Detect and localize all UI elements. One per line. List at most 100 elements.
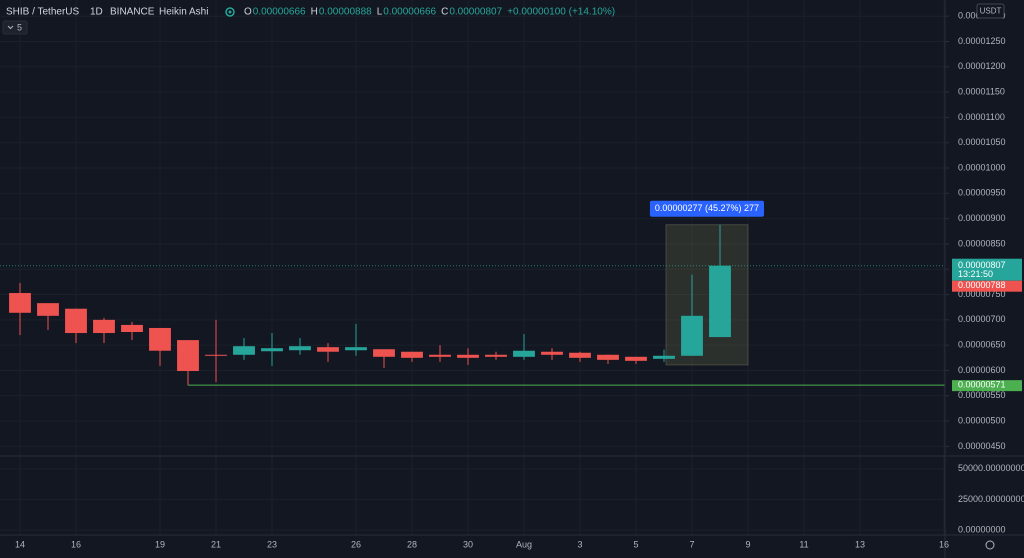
interval[interactable]: 1D [90,7,103,18]
x-tick-label: 23 [267,539,277,549]
candle-body [457,354,479,358]
volume-tick-label: 50000.00000000 [958,463,1024,473]
ohlc-key: L [377,7,383,18]
candle-body [121,324,143,333]
x-tick-label: Aug [516,539,532,549]
indicator-count: 5 [17,22,22,32]
x-tick-label: 3 [577,539,582,549]
candle-body [541,351,563,355]
header: SHIB / TetherUS 1D BINANCE Heikin Ashi O… [2,7,615,35]
currency: USDT [980,7,1002,16]
ohlc-value: 0.00000666 [383,7,436,18]
candle-body [261,348,283,352]
y-tick-label: 0.00001200 [958,61,1006,71]
candle-body [401,351,423,358]
candle-body [37,303,59,316]
measure-label: 0.00000277 (45.27%) 277 [655,203,759,213]
y-tick-label: 0.00000600 [958,365,1006,375]
y-tick-label: 0.00000700 [958,314,1006,324]
x-tick-label: 19 [155,539,165,549]
candle-body [233,346,255,355]
y-tick-label: 0.00000750 [958,289,1006,299]
x-tick-label: 13 [855,539,865,549]
x-tick-label: 7 [689,539,694,549]
candle-body [485,354,507,357]
y-tick-label: 0.00000450 [958,441,1006,451]
y-tick-label: 0.00000900 [958,213,1006,223]
measure-label-box [649,200,765,217]
candle-body [345,347,367,351]
x-tick-label: 11 [799,539,808,549]
candle-body [373,349,395,357]
candle-body [681,315,703,356]
chart-style: Heikin Ashi [159,7,208,18]
candle-body [93,319,115,334]
ohlc-key: O [244,7,252,18]
ohlc-key: H [311,7,318,18]
candle-body [597,354,619,360]
ohlc-legend: O 0.00000666 H 0.00000888 L 0.00000666 C 0.0000… [244,7,615,18]
ohlc-change: +0.00000100 (+14.10%) [507,7,615,18]
candle-body [9,293,31,313]
x-tick-label: 26 [351,539,361,549]
candle-body [709,265,731,338]
candle-body [65,308,87,334]
y-tick-label: 0.00000950 [958,188,1006,198]
candle-body [317,347,339,352]
support-label-box [952,380,1022,392]
volume-tick-label: 0.00000000 [958,524,1006,534]
exchange: BINANCE [110,7,155,18]
axes: 14 16 19 21 23 26 28 30 Aug 3 5 7 9 11 13 16 0.00000450 0… [15,11,1024,550]
measure-box [665,224,749,366]
ohlc-key: C [441,7,448,18]
volume-tick-label: 25000.00000000 [958,494,1024,504]
support-label: 0.00000571 [958,380,1006,390]
symbol: SHIB / TetherUS [6,7,80,18]
candle-body [149,327,171,351]
countdown: 13:21:50 [958,269,993,279]
x-tick-label: 16 [939,539,949,549]
y-tick-label: 0.00001050 [958,137,1006,147]
status-dot-core [228,10,232,14]
gear [985,540,995,550]
y-tick-label: 0.00001100 [958,112,1005,122]
x-tick-label: 30 [463,539,473,549]
status-dot [225,7,235,17]
y-tick-label: 0.00000650 [958,340,1006,350]
x-tick-label: 14 [15,539,25,549]
last-price-label: 0.00000807 [958,260,1006,270]
last-price-box [952,258,1022,281]
candle-body [289,346,311,351]
currency-button[interactable] [976,3,1005,19]
y-tick-label: 0.00001150 [958,86,1005,96]
settings-icon[interactable] [985,540,995,550]
candle-body [653,355,675,359]
price-label: 0.00000788 [958,280,1006,290]
chevron-icon [7,25,14,30]
candle-body [177,340,199,371]
y-tick-label: 0.00000500 [958,415,1006,425]
price-label-box [952,280,1022,292]
candle-body [205,354,227,356]
y-tick-label: 0.00000850 [958,238,1006,248]
x-tick-label: 21 [211,539,221,549]
candle-body [569,352,591,358]
grid [0,0,945,535]
candle-body [429,354,451,357]
candle-body [625,356,647,361]
y-tick-label: 0.00001250 [958,36,1006,46]
x-tick-label: 9 [745,539,750,549]
candle-body [513,350,535,357]
ohlc-value: 0.00000888 [319,7,372,18]
y-tick-label: 0.00000550 [958,390,1006,400]
ohlc-value: 0.00000666 [253,7,306,18]
x-tick-label: 28 [407,539,417,549]
y-tick-label: 0.00001000 [958,162,1006,172]
indicator-toggle[interactable] [2,20,28,35]
x-tick-label: 5 [633,539,638,549]
ohlc-value: 0.00000807 [449,7,502,18]
x-tick-label: 16 [71,539,81,549]
plot: 0.00000277 (45.27%) 277 [0,200,945,386]
